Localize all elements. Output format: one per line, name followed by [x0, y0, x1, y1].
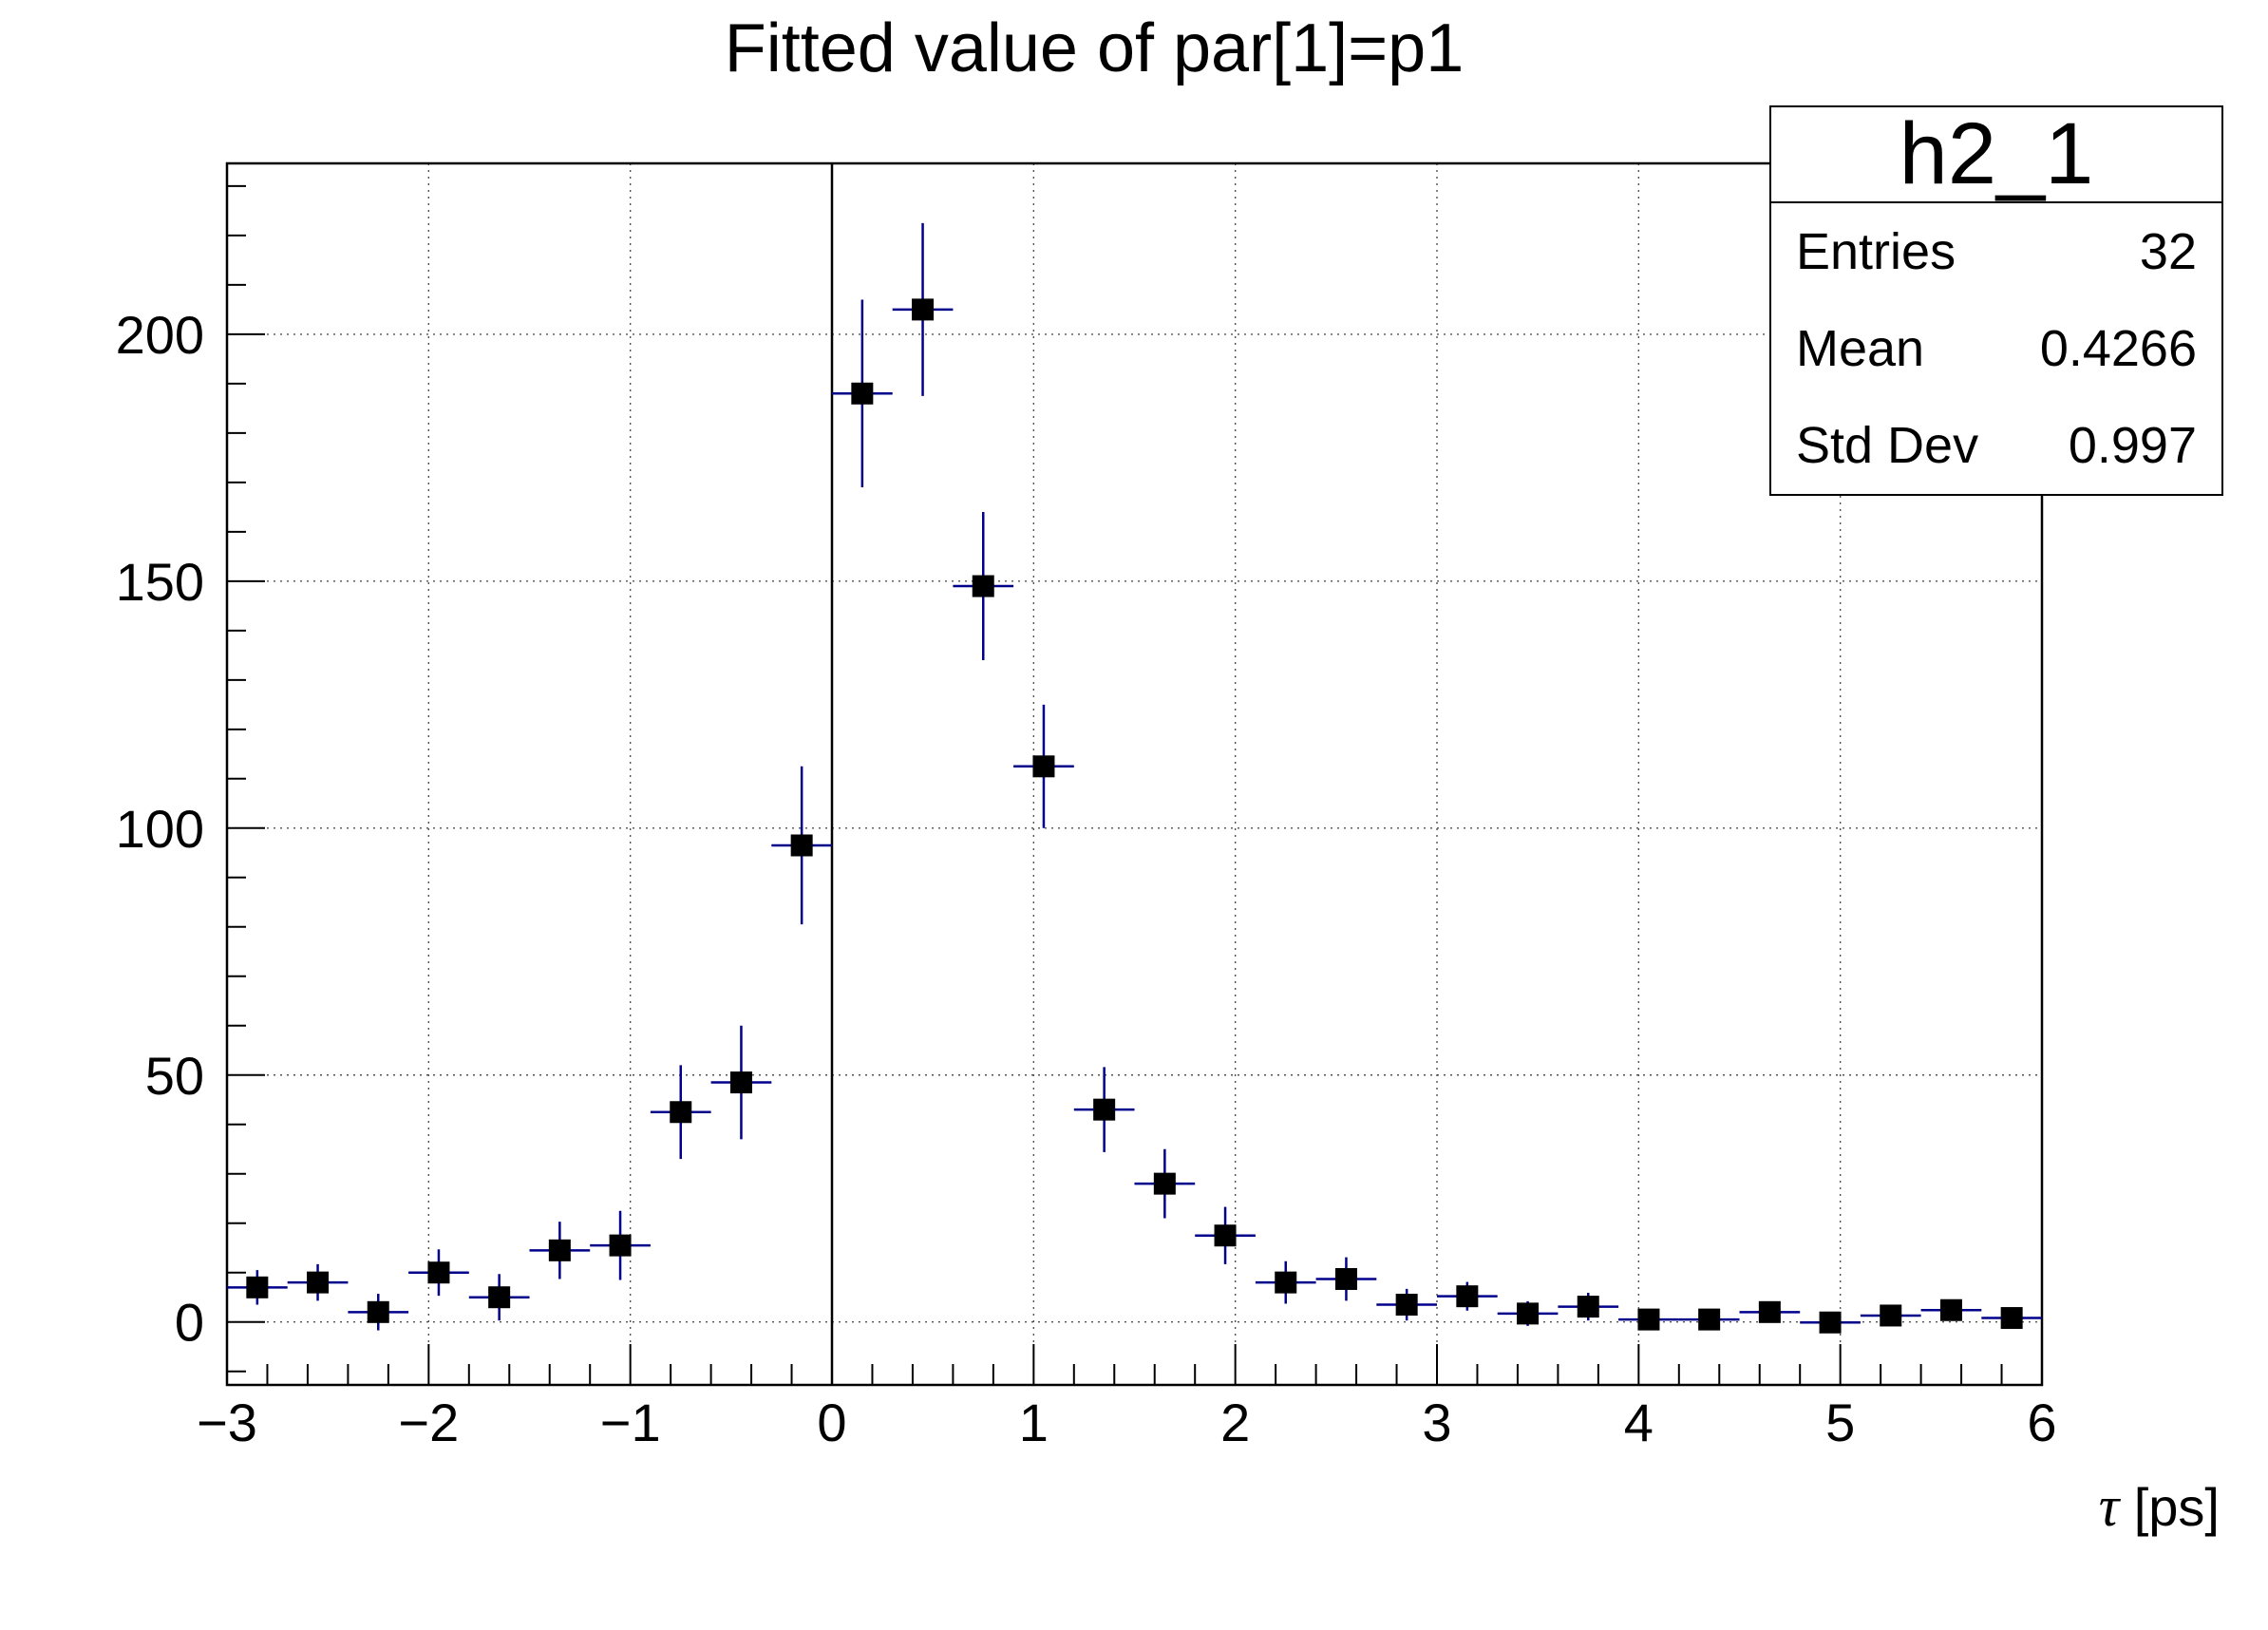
x-axis-title: τ [ps] [2099, 1474, 2220, 1540]
stats-label-entries: Entries [1796, 223, 1956, 280]
data-point-marker [1577, 1296, 1599, 1318]
x-tick-label: 4 [1624, 1393, 1654, 1452]
data-point-marker [912, 298, 935, 321]
x-tick-label: 6 [2027, 1393, 2056, 1452]
stats-box-title: h2_1 [1771, 105, 2221, 203]
data-point-marker [609, 1234, 632, 1257]
data-point-marker [427, 1261, 450, 1284]
data-point-marker [972, 575, 994, 597]
data-point-marker [367, 1300, 389, 1323]
data-point-marker [1637, 1308, 1660, 1331]
data-point-marker [246, 1276, 269, 1298]
data-point-marker [1939, 1298, 1962, 1321]
data-point-marker [1758, 1300, 1781, 1323]
data-point-marker [548, 1239, 571, 1261]
stats-label-mean: Mean [1796, 320, 1925, 377]
stats-row-stddev: Std Dev 0.997 [1771, 416, 2221, 475]
data-point-marker [1214, 1224, 1237, 1247]
x-tick-label: −3 [197, 1393, 257, 1452]
x-tick-label: −1 [600, 1393, 661, 1452]
stats-value-mean: 0.4266 [2039, 320, 2197, 377]
tau-symbol: τ [2098, 1475, 2120, 1538]
data-point-marker [1456, 1285, 1479, 1308]
stats-row-mean: Mean 0.4266 [1771, 319, 2221, 378]
plot-frame [225, 161, 2044, 1387]
x-tick-label: 0 [817, 1393, 846, 1452]
data-point-marker [1819, 1311, 1842, 1334]
x-tick-labels: −3 −2 −1 0 1 2 3 4 5 6 [197, 1393, 2057, 1452]
data-point-marker [1153, 1172, 1176, 1195]
data-markers [246, 298, 2023, 1334]
stats-row-entries: Entries 32 [1771, 222, 2221, 281]
y-tick-labels: 0 50 100 150 200 [116, 305, 204, 1353]
data-point-marker [670, 1101, 692, 1124]
y-tick-label: 150 [116, 552, 204, 612]
data-point-marker [1032, 755, 1055, 778]
data-point-marker [1395, 1294, 1418, 1317]
stats-value-stddev: 0.997 [2068, 417, 2197, 474]
stats-label-stddev: Std Dev [1796, 417, 1979, 474]
data-point-marker [1093, 1098, 1116, 1121]
data-point-marker [851, 382, 874, 405]
x-tick-label: 1 [1019, 1393, 1049, 1452]
data-point-marker [1880, 1304, 1902, 1327]
x-axis-title-unit: [ps] [2119, 1477, 2220, 1537]
data-point-marker [2000, 1307, 2023, 1330]
y-tick-label: 0 [175, 1293, 204, 1353]
data-point-marker [488, 1286, 511, 1309]
stats-box: h2_1 Entries 32 Mean 0.4266 Std Dev 0.99… [1769, 105, 2223, 496]
data-point-marker [1517, 1302, 1540, 1325]
y-tick-label: 50 [145, 1046, 204, 1106]
x-tick-label: 2 [1220, 1393, 1250, 1452]
y-tick-label: 100 [116, 799, 204, 859]
x-tick-label: −2 [398, 1393, 459, 1452]
axis-ticks [226, 184, 2043, 1385]
data-point-marker [1698, 1308, 1721, 1331]
data-point-marker [1275, 1271, 1297, 1294]
x-tick-label: 5 [1825, 1393, 1855, 1452]
plot-title: Fitted value of par[1]=p1 [724, 10, 1465, 86]
data-point-marker [790, 834, 813, 857]
data-point-marker [729, 1071, 752, 1094]
x-tick-label: 3 [1422, 1393, 1451, 1452]
stats-box-rows: Entries 32 Mean 0.4266 Std Dev 0.997 [1771, 203, 2221, 494]
y-tick-label: 200 [116, 305, 204, 365]
stats-value-entries: 32 [2139, 223, 2197, 280]
data-point-marker [1334, 1267, 1357, 1290]
data-point-marker [307, 1271, 330, 1294]
